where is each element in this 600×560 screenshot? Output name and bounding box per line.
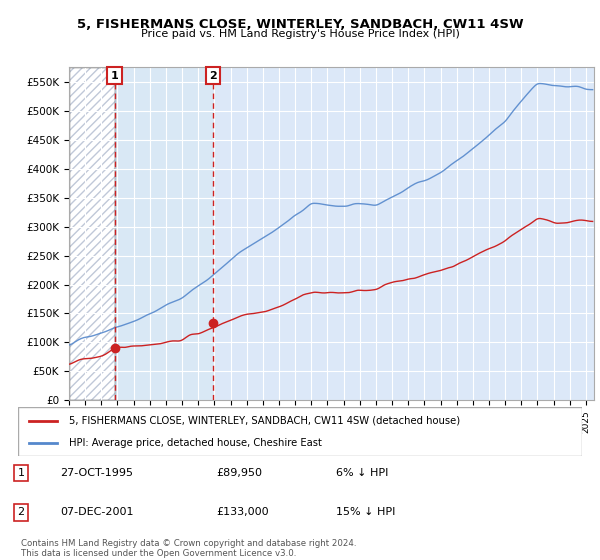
Text: 1: 1 xyxy=(110,71,118,81)
Text: £133,000: £133,000 xyxy=(216,507,269,517)
Text: Price paid vs. HM Land Registry's House Price Index (HPI): Price paid vs. HM Land Registry's House … xyxy=(140,29,460,39)
Text: HPI: Average price, detached house, Cheshire East: HPI: Average price, detached house, Ches… xyxy=(69,437,322,447)
Text: 07-DEC-2001: 07-DEC-2001 xyxy=(60,507,133,517)
Text: 2: 2 xyxy=(17,507,25,517)
Text: 1: 1 xyxy=(17,468,25,478)
Text: 6% ↓ HPI: 6% ↓ HPI xyxy=(336,468,388,478)
Text: 15% ↓ HPI: 15% ↓ HPI xyxy=(336,507,395,517)
Text: 5, FISHERMANS CLOSE, WINTERLEY, SANDBACH, CW11 4SW (detached house): 5, FISHERMANS CLOSE, WINTERLEY, SANDBACH… xyxy=(69,416,460,426)
Text: Contains HM Land Registry data © Crown copyright and database right 2024.
This d: Contains HM Land Registry data © Crown c… xyxy=(21,539,356,558)
Text: 5, FISHERMANS CLOSE, WINTERLEY, SANDBACH, CW11 4SW: 5, FISHERMANS CLOSE, WINTERLEY, SANDBACH… xyxy=(77,18,523,31)
Text: £89,950: £89,950 xyxy=(216,468,262,478)
Text: 27-OCT-1995: 27-OCT-1995 xyxy=(60,468,133,478)
Text: 2: 2 xyxy=(209,71,217,81)
